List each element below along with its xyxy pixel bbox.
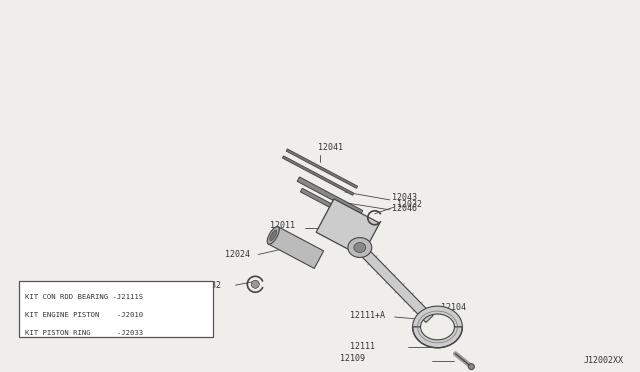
Text: 12032: 12032 <box>196 281 221 290</box>
Text: KIT CON ROD BEARING -J2111S: KIT CON ROD BEARING -J2111S <box>26 294 143 300</box>
Polygon shape <box>300 188 365 225</box>
Text: 12104: 12104 <box>442 302 467 312</box>
Polygon shape <box>286 149 358 188</box>
Ellipse shape <box>252 280 259 288</box>
Ellipse shape <box>270 230 276 241</box>
Text: 12109: 12109 <box>340 354 365 363</box>
Text: 12032: 12032 <box>397 201 422 209</box>
Polygon shape <box>413 306 462 327</box>
Bar <box>19 281 214 337</box>
Text: KIT PISTON RING      -J2033: KIT PISTON RING -J2033 <box>26 330 143 336</box>
Ellipse shape <box>267 227 279 244</box>
Text: KIT ENGINE PISTON    -J2010: KIT ENGINE PISTON -J2010 <box>26 312 143 318</box>
Polygon shape <box>316 199 380 256</box>
Text: 12011: 12011 <box>270 221 295 230</box>
Text: 12111+A: 12111+A <box>350 311 385 320</box>
Ellipse shape <box>468 364 474 370</box>
Polygon shape <box>297 177 363 215</box>
Polygon shape <box>413 327 462 348</box>
Text: 12043: 12043 <box>392 193 417 202</box>
Text: 12111: 12111 <box>350 342 375 351</box>
Polygon shape <box>282 156 354 195</box>
Ellipse shape <box>354 243 366 253</box>
Ellipse shape <box>348 238 372 257</box>
Text: 12041: 12041 <box>318 143 343 152</box>
Polygon shape <box>269 227 324 269</box>
Text: 12046: 12046 <box>392 204 417 213</box>
Text: J12002XX: J12002XX <box>584 356 623 365</box>
Polygon shape <box>356 244 433 323</box>
Text: 12024: 12024 <box>225 250 250 259</box>
